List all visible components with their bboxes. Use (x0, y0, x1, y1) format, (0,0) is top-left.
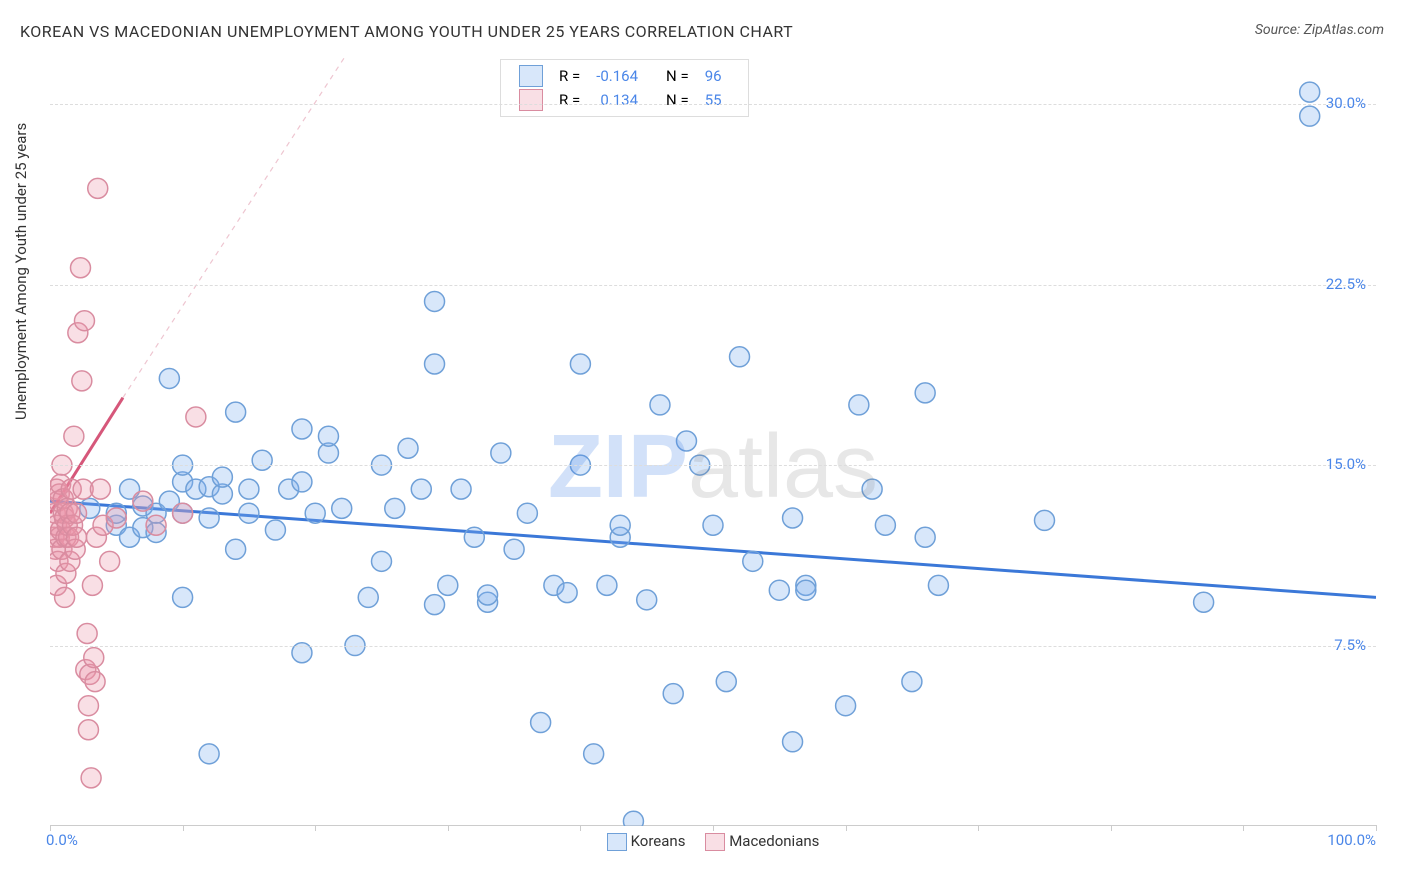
source-attribution: Source: ZipAtlas.com (1255, 22, 1384, 38)
x-tick-100: 100.0% (1327, 831, 1376, 849)
x-tick-mark (580, 825, 581, 831)
source-prefix: Source: (1255, 22, 1304, 38)
source-name: ZipAtlas.com (1304, 22, 1384, 38)
x-tick-mark (978, 825, 979, 831)
legend-label-koreans: Koreans (631, 832, 686, 850)
legend-item-koreans: Koreans (607, 832, 686, 851)
legend-row-koreans: R = -0.164 N = 96 (511, 64, 730, 88)
r-label: R = (551, 64, 588, 88)
series-legend: Koreans Macedonians (50, 832, 1376, 851)
r-value-macedonians: 0.134 (588, 88, 646, 112)
y-tick-label: 7.5% (1334, 636, 1366, 654)
x-tick-0: 0.0% (46, 831, 78, 849)
swatch-koreans (607, 833, 627, 851)
x-tick-mark (1111, 825, 1112, 831)
legend-row-macedonians: R = 0.134 N = 55 (511, 88, 730, 112)
n-label: N = (646, 88, 697, 112)
x-tick-mark (1376, 825, 1377, 831)
x-tick-mark (183, 825, 184, 831)
gridline (50, 104, 1376, 105)
r-value-koreans: -0.164 (588, 64, 646, 88)
x-tick-mark (713, 825, 714, 831)
gridline (50, 465, 1376, 466)
swatch-koreans (519, 65, 543, 87)
r-label: R = (551, 88, 588, 112)
y-tick-label: 30.0% (1326, 94, 1366, 112)
y-axis-label: Unemployment Among Youth under 25 years (12, 123, 30, 420)
x-tick-mark (50, 825, 51, 831)
y-tick-label: 22.5% (1326, 275, 1366, 293)
swatch-macedonians (705, 833, 725, 851)
n-value-koreans: 96 (697, 64, 730, 88)
x-tick-mark (315, 825, 316, 831)
gridline (50, 285, 1376, 286)
n-label: N = (646, 64, 697, 88)
chart-area: ZIPatlas R = -0.164 N = 96 R = 0.134 N =… (50, 56, 1376, 826)
page: KOREAN VS MACEDONIAN UNEMPLOYMENT AMONG … (0, 0, 1406, 892)
scatter-plot (50, 56, 1376, 826)
correlation-legend: R = -0.164 N = 96 R = 0.134 N = 55 (500, 59, 749, 117)
chart-title: KOREAN VS MACEDONIAN UNEMPLOYMENT AMONG … (20, 22, 793, 41)
gridline (50, 646, 1376, 647)
legend-item-macedonians: Macedonians (705, 832, 819, 851)
x-tick-mark (846, 825, 847, 831)
n-value-macedonians: 55 (697, 88, 730, 112)
x-tick-mark (1243, 825, 1244, 831)
legend-label-macedonians: Macedonians (729, 832, 819, 850)
x-tick-mark (448, 825, 449, 831)
swatch-macedonians (519, 89, 543, 111)
y-tick-label: 15.0% (1326, 455, 1366, 473)
